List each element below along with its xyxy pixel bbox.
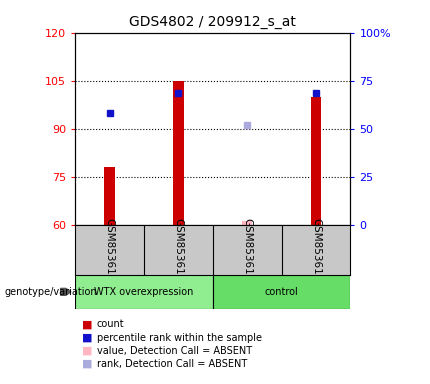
Text: percentile rank within the sample: percentile rank within the sample	[97, 333, 262, 343]
Title: GDS4802 / 209912_s_at: GDS4802 / 209912_s_at	[129, 15, 296, 29]
Bar	[242, 222, 252, 225]
Bar	[75, 275, 213, 309]
Text: count: count	[97, 319, 124, 329]
Bar	[104, 167, 115, 225]
Text: GSM853614: GSM853614	[311, 218, 321, 281]
Text: genotype/variation: genotype/variation	[4, 287, 97, 297]
Bar	[173, 81, 184, 225]
Text: ■: ■	[82, 359, 92, 369]
Text: ■: ■	[82, 333, 92, 343]
Text: GSM853612: GSM853612	[242, 218, 252, 281]
Text: rank, Detection Call = ABSENT: rank, Detection Call = ABSENT	[97, 359, 247, 369]
Bar	[213, 275, 350, 309]
Text: value, Detection Call = ABSENT: value, Detection Call = ABSENT	[97, 346, 252, 356]
Bar	[311, 97, 321, 225]
Text: ■: ■	[82, 346, 92, 356]
Text: GSM853611: GSM853611	[104, 218, 115, 281]
Text: control: control	[265, 287, 298, 297]
Text: GSM853613: GSM853613	[173, 218, 184, 281]
Text: WTX overexpression: WTX overexpression	[94, 287, 194, 297]
Text: ■: ■	[82, 319, 92, 329]
